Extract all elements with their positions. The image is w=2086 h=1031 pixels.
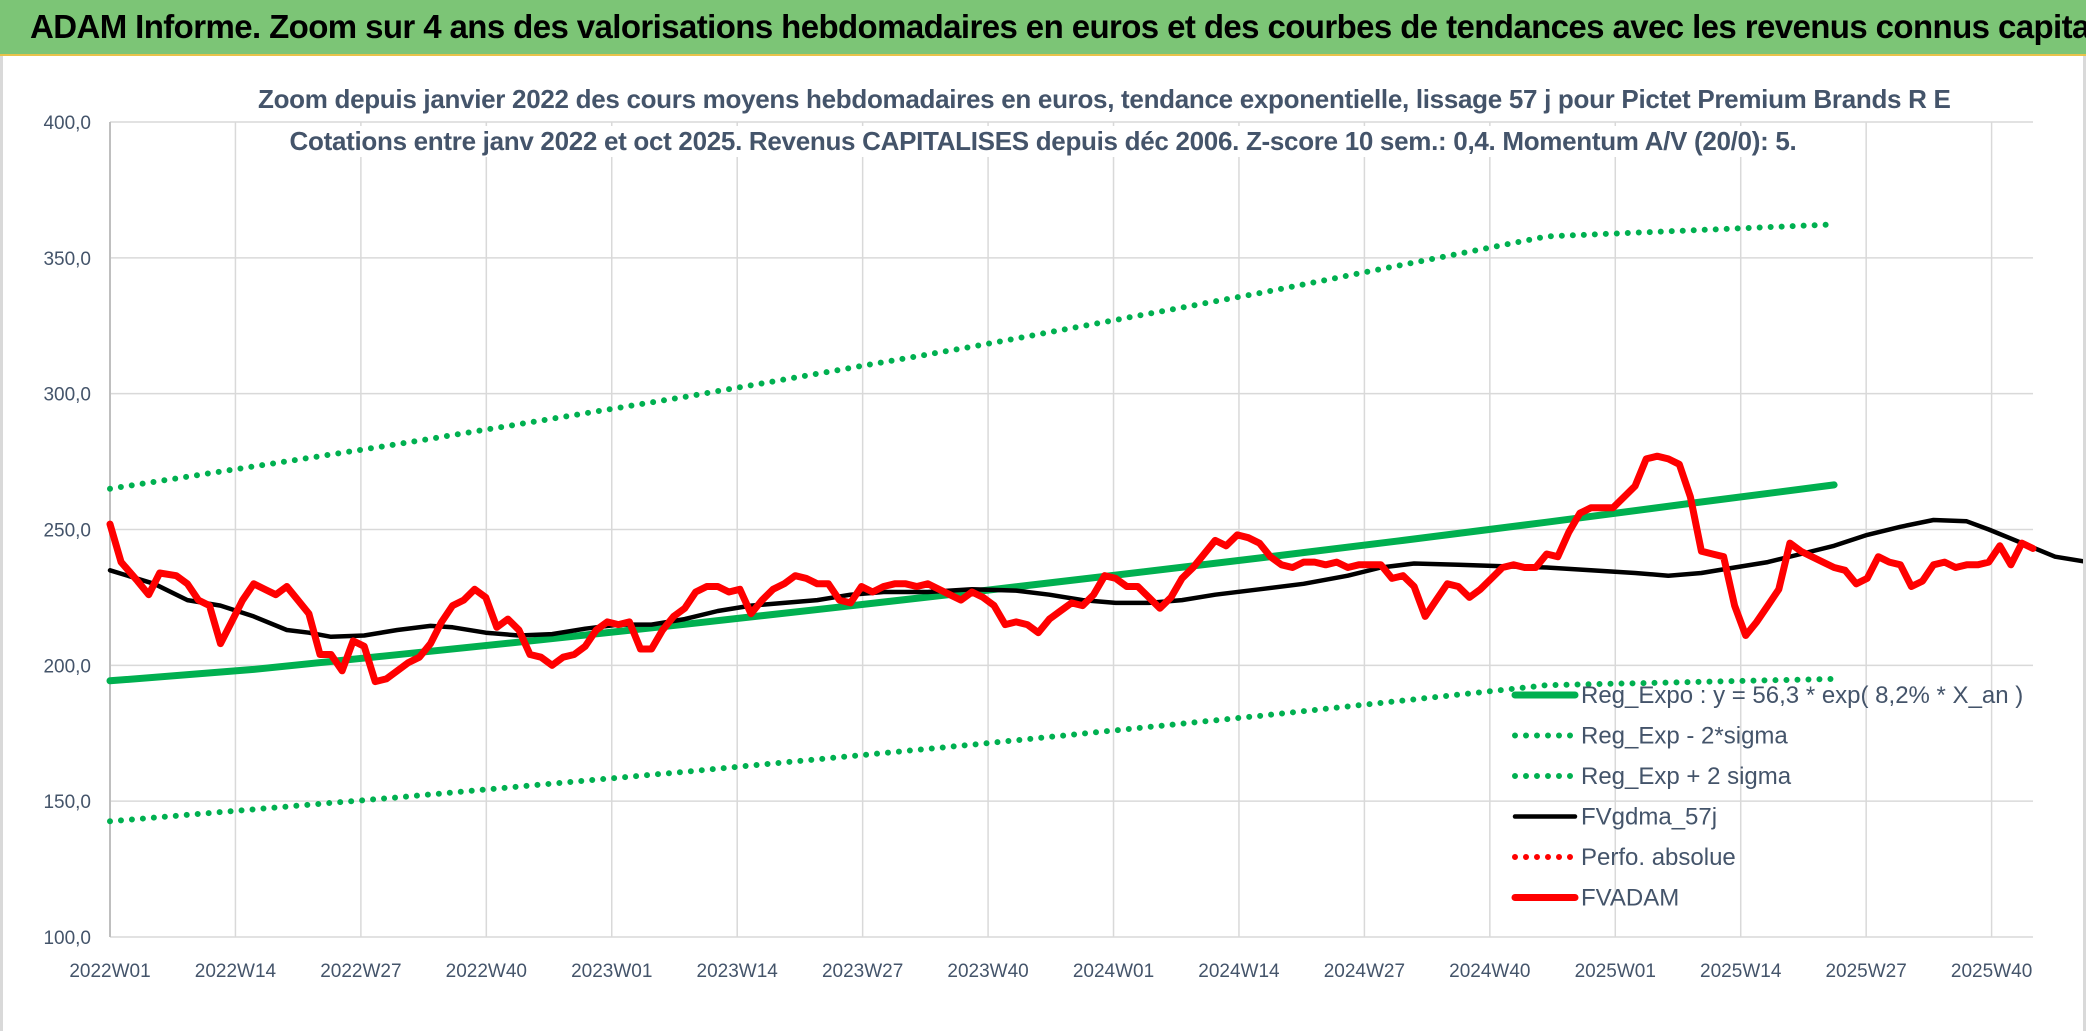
legend-label: Reg_Exp + 2 sigma (1581, 763, 1792, 790)
x-tick-label: 2024W27 (1324, 961, 1405, 982)
x-tick-label: 2022W01 (69, 961, 150, 982)
legend-label: FVgdma_57j (1581, 804, 1717, 831)
x-tick-label: 2024W14 (1198, 961, 1280, 982)
x-tick-label: 2023W27 (822, 961, 903, 982)
x-tick-label: 2023W14 (697, 961, 779, 982)
y-tick-label: 150,0 (43, 792, 91, 813)
lower-band-line (107, 675, 1838, 825)
banner-title: ADAM Informe. Zoom sur 4 ans des valoris… (30, 8, 2086, 45)
legend-label: FVADAM (1581, 885, 1679, 912)
y-tick-label: 100,0 (43, 928, 91, 949)
upper-band-line (107, 221, 1838, 492)
x-tick-label: 2023W01 (571, 961, 652, 982)
chart-title: Zoom depuis janvier 2022 des cours moyen… (258, 84, 1951, 115)
chart-area: 100,0 150,0 200,0 250,0 300,0 350,0 400,0 2022W… (0, 56, 2086, 1031)
price-line (106, 452, 2037, 686)
x-tick-label: 2022W14 (195, 961, 277, 982)
x-tick-label: 2025W27 (1825, 961, 1906, 982)
x-tick-label: 2023W40 (947, 961, 1028, 982)
moving-average-line (107, 517, 2083, 640)
legend-label: Reg_Expo : y = 56,3 * exp( 8,2% * X_an ) (1581, 682, 2023, 709)
x-tick-label: 2025W14 (1700, 961, 1782, 982)
y-tick-label: 300,0 (43, 385, 91, 406)
x-tick-label: 2025W40 (1951, 961, 2032, 982)
legend-label: Reg_Exp - 2*sigma (1581, 723, 1788, 750)
x-tick-label: 2022W40 (446, 961, 527, 982)
x-tick-label: 2024W40 (1449, 961, 1530, 982)
y-tick-label: 350,0 (43, 249, 91, 270)
y-tick-label: 200,0 (43, 656, 91, 677)
banner: ADAM Informe. Zoom sur 4 ans des valoris… (0, 0, 2086, 56)
legend-label: Perfo. absolue (1581, 844, 1736, 871)
y-tick-label: 400,0 (43, 113, 91, 134)
y-tick-label: 250,0 (43, 521, 91, 542)
chart-subtitle: Cotations entre janv 2022 et oct 2025. R… (258, 126, 1828, 157)
x-tick-label: 2024W01 (1073, 961, 1154, 982)
x-tick-label: 2022W27 (320, 961, 401, 982)
chart-svg: 100,0 150,0 200,0 250,0 300,0 350,0 400,0 2022W… (43, 113, 2083, 982)
x-tick-label: 2025W01 (1575, 961, 1656, 982)
